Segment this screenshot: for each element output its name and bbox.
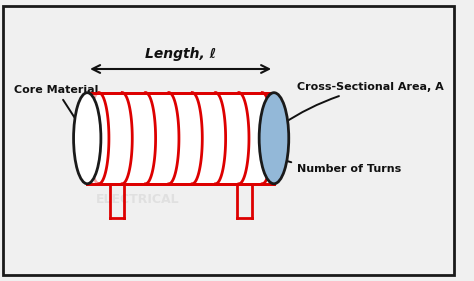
FancyBboxPatch shape [99,93,122,183]
Text: Core Material: Core Material [14,85,99,130]
Text: Cross-Sectional Area, A: Cross-Sectional Area, A [283,82,444,124]
FancyBboxPatch shape [192,93,216,183]
FancyBboxPatch shape [87,93,274,184]
Text: ELECTRICAL: ELECTRICAL [96,193,179,206]
FancyBboxPatch shape [122,93,146,183]
FancyBboxPatch shape [169,93,192,183]
Text: Number of Turns: Number of Turns [272,155,401,175]
Ellipse shape [259,93,289,184]
FancyBboxPatch shape [146,93,169,183]
Text: Length, ℓ: Length, ℓ [145,47,216,61]
FancyBboxPatch shape [239,93,262,183]
FancyBboxPatch shape [3,6,454,275]
Ellipse shape [73,93,101,184]
Text: WIRA: WIRA [115,128,233,166]
FancyBboxPatch shape [216,93,239,183]
